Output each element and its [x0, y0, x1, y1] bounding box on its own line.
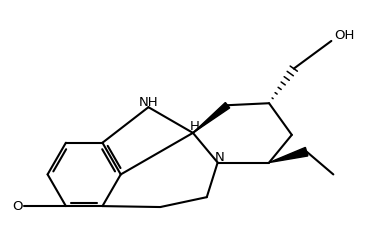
Text: NH: NH — [139, 96, 158, 109]
Polygon shape — [269, 147, 308, 163]
Text: N: N — [215, 151, 224, 164]
Text: OH: OH — [334, 30, 355, 43]
Polygon shape — [193, 103, 230, 133]
Text: O: O — [12, 200, 23, 213]
Text: H: H — [190, 121, 200, 133]
